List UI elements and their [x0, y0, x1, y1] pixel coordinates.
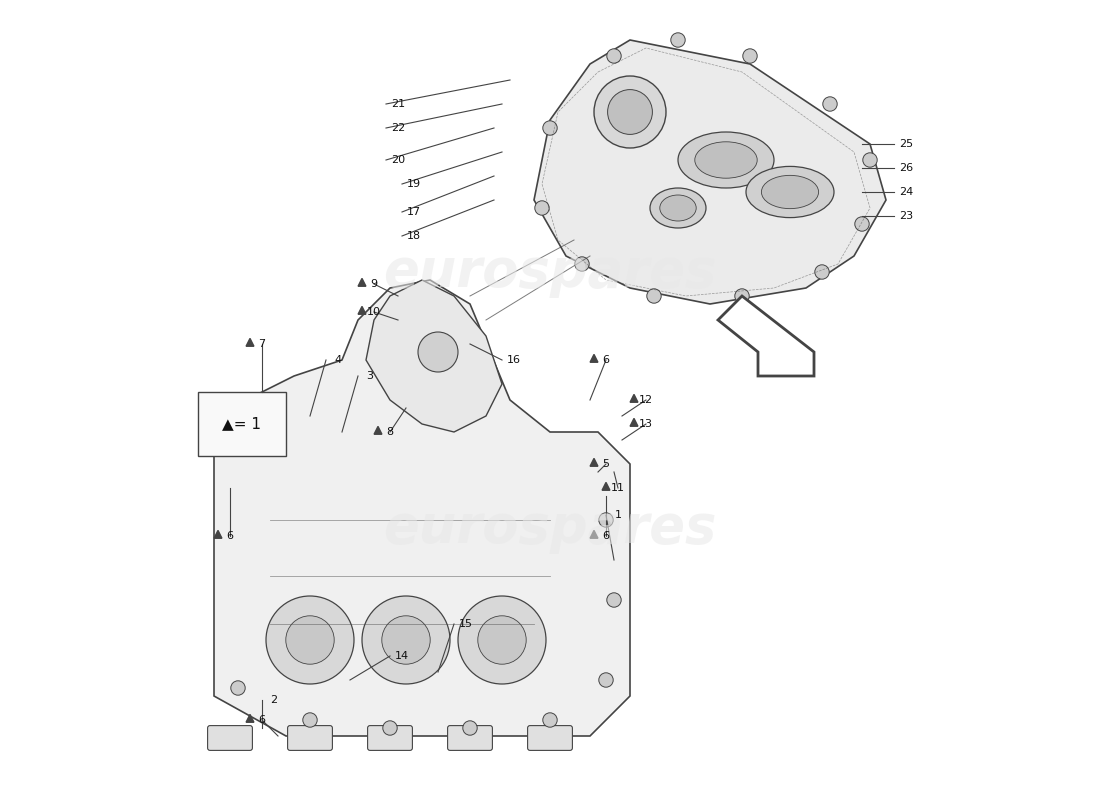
Polygon shape [590, 458, 598, 466]
Circle shape [607, 49, 621, 63]
Text: 2: 2 [271, 695, 277, 705]
Circle shape [598, 673, 613, 687]
Circle shape [607, 90, 652, 134]
Polygon shape [359, 306, 366, 314]
FancyBboxPatch shape [528, 726, 572, 750]
Text: 7: 7 [258, 339, 265, 349]
Polygon shape [246, 714, 254, 722]
Polygon shape [374, 426, 382, 434]
FancyBboxPatch shape [448, 726, 493, 750]
Circle shape [742, 49, 757, 63]
Circle shape [862, 153, 877, 167]
Text: 25: 25 [899, 139, 913, 149]
Polygon shape [590, 354, 598, 362]
Polygon shape [630, 418, 638, 426]
Polygon shape [718, 296, 814, 376]
Circle shape [647, 289, 661, 303]
Text: 6: 6 [603, 531, 609, 541]
Ellipse shape [650, 188, 706, 228]
Circle shape [735, 289, 749, 303]
Polygon shape [602, 482, 609, 490]
Text: ▲= 1: ▲= 1 [222, 417, 262, 431]
Circle shape [362, 596, 450, 684]
Circle shape [231, 681, 245, 695]
Text: 8: 8 [386, 427, 394, 437]
Polygon shape [214, 280, 630, 736]
Circle shape [607, 593, 621, 607]
FancyBboxPatch shape [198, 392, 286, 456]
Text: 13: 13 [639, 419, 653, 429]
Text: 10: 10 [367, 307, 381, 317]
Ellipse shape [746, 166, 834, 218]
Text: 24: 24 [899, 187, 913, 197]
Circle shape [855, 217, 869, 231]
Text: 18: 18 [407, 231, 421, 241]
Polygon shape [590, 530, 598, 538]
Circle shape [382, 616, 430, 664]
Text: eurospares: eurospares [383, 502, 717, 554]
Text: 3: 3 [366, 371, 374, 381]
Polygon shape [534, 40, 886, 304]
Circle shape [463, 721, 477, 735]
Polygon shape [366, 280, 502, 432]
Text: 19: 19 [407, 179, 421, 189]
Circle shape [286, 616, 334, 664]
Text: 6: 6 [258, 715, 265, 725]
Ellipse shape [761, 175, 818, 209]
Text: 26: 26 [899, 163, 913, 173]
Polygon shape [359, 278, 366, 286]
Circle shape [598, 513, 613, 527]
Text: 20: 20 [390, 155, 405, 165]
Text: 5: 5 [603, 459, 609, 469]
Circle shape [815, 265, 829, 279]
Circle shape [302, 713, 317, 727]
Circle shape [575, 257, 590, 271]
Polygon shape [246, 338, 254, 346]
Circle shape [266, 596, 354, 684]
Circle shape [671, 33, 685, 47]
FancyBboxPatch shape [208, 726, 252, 750]
FancyBboxPatch shape [367, 726, 412, 750]
Text: 6: 6 [227, 531, 233, 541]
Text: 22: 22 [390, 123, 405, 133]
Text: 12: 12 [639, 395, 653, 405]
Circle shape [535, 201, 549, 215]
FancyBboxPatch shape [287, 726, 332, 750]
Text: 4: 4 [334, 355, 342, 365]
Text: 17: 17 [407, 207, 421, 217]
Circle shape [594, 76, 666, 148]
Polygon shape [630, 394, 638, 402]
Circle shape [542, 713, 558, 727]
Ellipse shape [660, 195, 696, 221]
Circle shape [458, 596, 546, 684]
Text: 15: 15 [459, 619, 473, 629]
Circle shape [418, 332, 458, 372]
Text: 14: 14 [395, 651, 409, 661]
Ellipse shape [678, 132, 774, 188]
Circle shape [542, 121, 558, 135]
Text: 9: 9 [371, 279, 377, 289]
Text: 23: 23 [899, 211, 913, 221]
Text: 16: 16 [507, 355, 521, 365]
Text: 11: 11 [610, 483, 625, 493]
Text: eurospares: eurospares [383, 246, 717, 298]
Ellipse shape [695, 142, 757, 178]
Text: 21: 21 [390, 99, 405, 109]
Text: 6: 6 [603, 355, 609, 365]
Text: 1: 1 [615, 510, 622, 520]
Circle shape [823, 97, 837, 111]
Polygon shape [214, 530, 222, 538]
Circle shape [383, 721, 397, 735]
Circle shape [477, 616, 526, 664]
